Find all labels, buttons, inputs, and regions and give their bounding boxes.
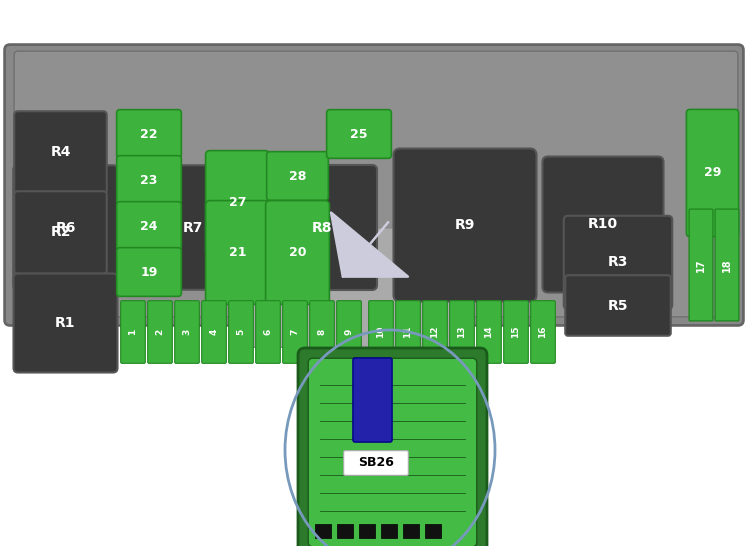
FancyBboxPatch shape (14, 51, 738, 317)
FancyBboxPatch shape (477, 301, 501, 363)
Text: 20: 20 (289, 246, 306, 259)
FancyBboxPatch shape (715, 209, 739, 321)
Text: 19: 19 (140, 265, 158, 278)
FancyBboxPatch shape (117, 201, 182, 251)
Text: 9: 9 (344, 329, 353, 335)
FancyBboxPatch shape (396, 301, 420, 363)
FancyBboxPatch shape (117, 110, 182, 158)
Text: R9: R9 (454, 218, 476, 232)
FancyBboxPatch shape (327, 110, 392, 158)
FancyBboxPatch shape (14, 191, 106, 274)
Text: 1: 1 (128, 329, 137, 335)
FancyBboxPatch shape (310, 301, 334, 363)
FancyBboxPatch shape (13, 274, 118, 372)
FancyBboxPatch shape (267, 165, 377, 290)
FancyBboxPatch shape (531, 301, 555, 363)
FancyBboxPatch shape (542, 157, 664, 293)
Text: R10: R10 (588, 217, 618, 232)
FancyBboxPatch shape (175, 301, 200, 363)
FancyBboxPatch shape (121, 301, 146, 363)
Text: 27: 27 (229, 196, 246, 209)
Text: 21: 21 (229, 246, 246, 259)
Text: 8: 8 (317, 329, 326, 335)
Text: 25: 25 (350, 128, 368, 140)
FancyBboxPatch shape (256, 301, 280, 363)
Text: 16: 16 (538, 326, 548, 339)
FancyBboxPatch shape (394, 149, 536, 301)
Text: 15: 15 (512, 326, 520, 339)
Text: SB26: SB26 (358, 456, 394, 470)
FancyBboxPatch shape (566, 275, 670, 336)
Text: R1: R1 (56, 316, 76, 330)
Bar (381, 524, 397, 538)
FancyBboxPatch shape (267, 152, 328, 200)
Bar (425, 524, 441, 538)
FancyBboxPatch shape (232, 228, 467, 347)
FancyBboxPatch shape (423, 301, 447, 363)
Text: 4: 4 (209, 329, 218, 335)
FancyBboxPatch shape (369, 301, 393, 363)
FancyBboxPatch shape (353, 358, 392, 442)
Bar (403, 524, 419, 538)
Text: R7: R7 (182, 221, 203, 234)
Text: R3: R3 (608, 256, 628, 270)
Text: 17: 17 (696, 258, 706, 272)
FancyBboxPatch shape (564, 216, 672, 309)
Text: 14: 14 (484, 325, 494, 339)
Text: R2: R2 (50, 225, 70, 240)
Text: 7: 7 (290, 329, 299, 335)
Text: 18: 18 (722, 258, 732, 272)
FancyBboxPatch shape (13, 165, 118, 290)
Text: 11: 11 (404, 326, 412, 339)
Text: R6: R6 (56, 221, 76, 234)
FancyBboxPatch shape (689, 209, 713, 321)
FancyBboxPatch shape (206, 151, 269, 254)
Text: 12: 12 (430, 326, 439, 339)
FancyBboxPatch shape (337, 301, 362, 363)
Text: 5: 5 (236, 329, 245, 335)
FancyBboxPatch shape (450, 301, 474, 363)
Text: R8: R8 (312, 221, 332, 234)
FancyBboxPatch shape (686, 109, 739, 236)
FancyBboxPatch shape (148, 301, 172, 363)
FancyBboxPatch shape (14, 111, 106, 194)
FancyBboxPatch shape (140, 165, 244, 290)
FancyBboxPatch shape (229, 301, 254, 363)
FancyBboxPatch shape (117, 248, 182, 296)
Text: 28: 28 (289, 169, 306, 182)
FancyBboxPatch shape (206, 200, 269, 305)
Text: 3: 3 (182, 329, 191, 335)
FancyBboxPatch shape (117, 156, 182, 204)
Text: 24: 24 (140, 219, 158, 233)
Text: 29: 29 (704, 167, 722, 180)
FancyBboxPatch shape (283, 301, 308, 363)
Text: R4: R4 (50, 145, 70, 159)
FancyBboxPatch shape (202, 301, 226, 363)
Text: 6: 6 (263, 329, 272, 335)
FancyBboxPatch shape (308, 358, 477, 546)
Bar (315, 524, 331, 538)
Bar (337, 524, 353, 538)
FancyBboxPatch shape (4, 45, 743, 325)
Text: 10: 10 (376, 326, 386, 338)
Text: R5: R5 (608, 299, 628, 312)
Text: 22: 22 (140, 128, 158, 140)
FancyBboxPatch shape (266, 200, 329, 305)
Bar (359, 524, 375, 538)
FancyBboxPatch shape (298, 348, 487, 546)
FancyBboxPatch shape (344, 450, 408, 476)
Text: 13: 13 (458, 326, 466, 339)
Text: 2: 2 (155, 329, 164, 335)
Text: 23: 23 (140, 174, 158, 187)
FancyBboxPatch shape (504, 301, 528, 363)
